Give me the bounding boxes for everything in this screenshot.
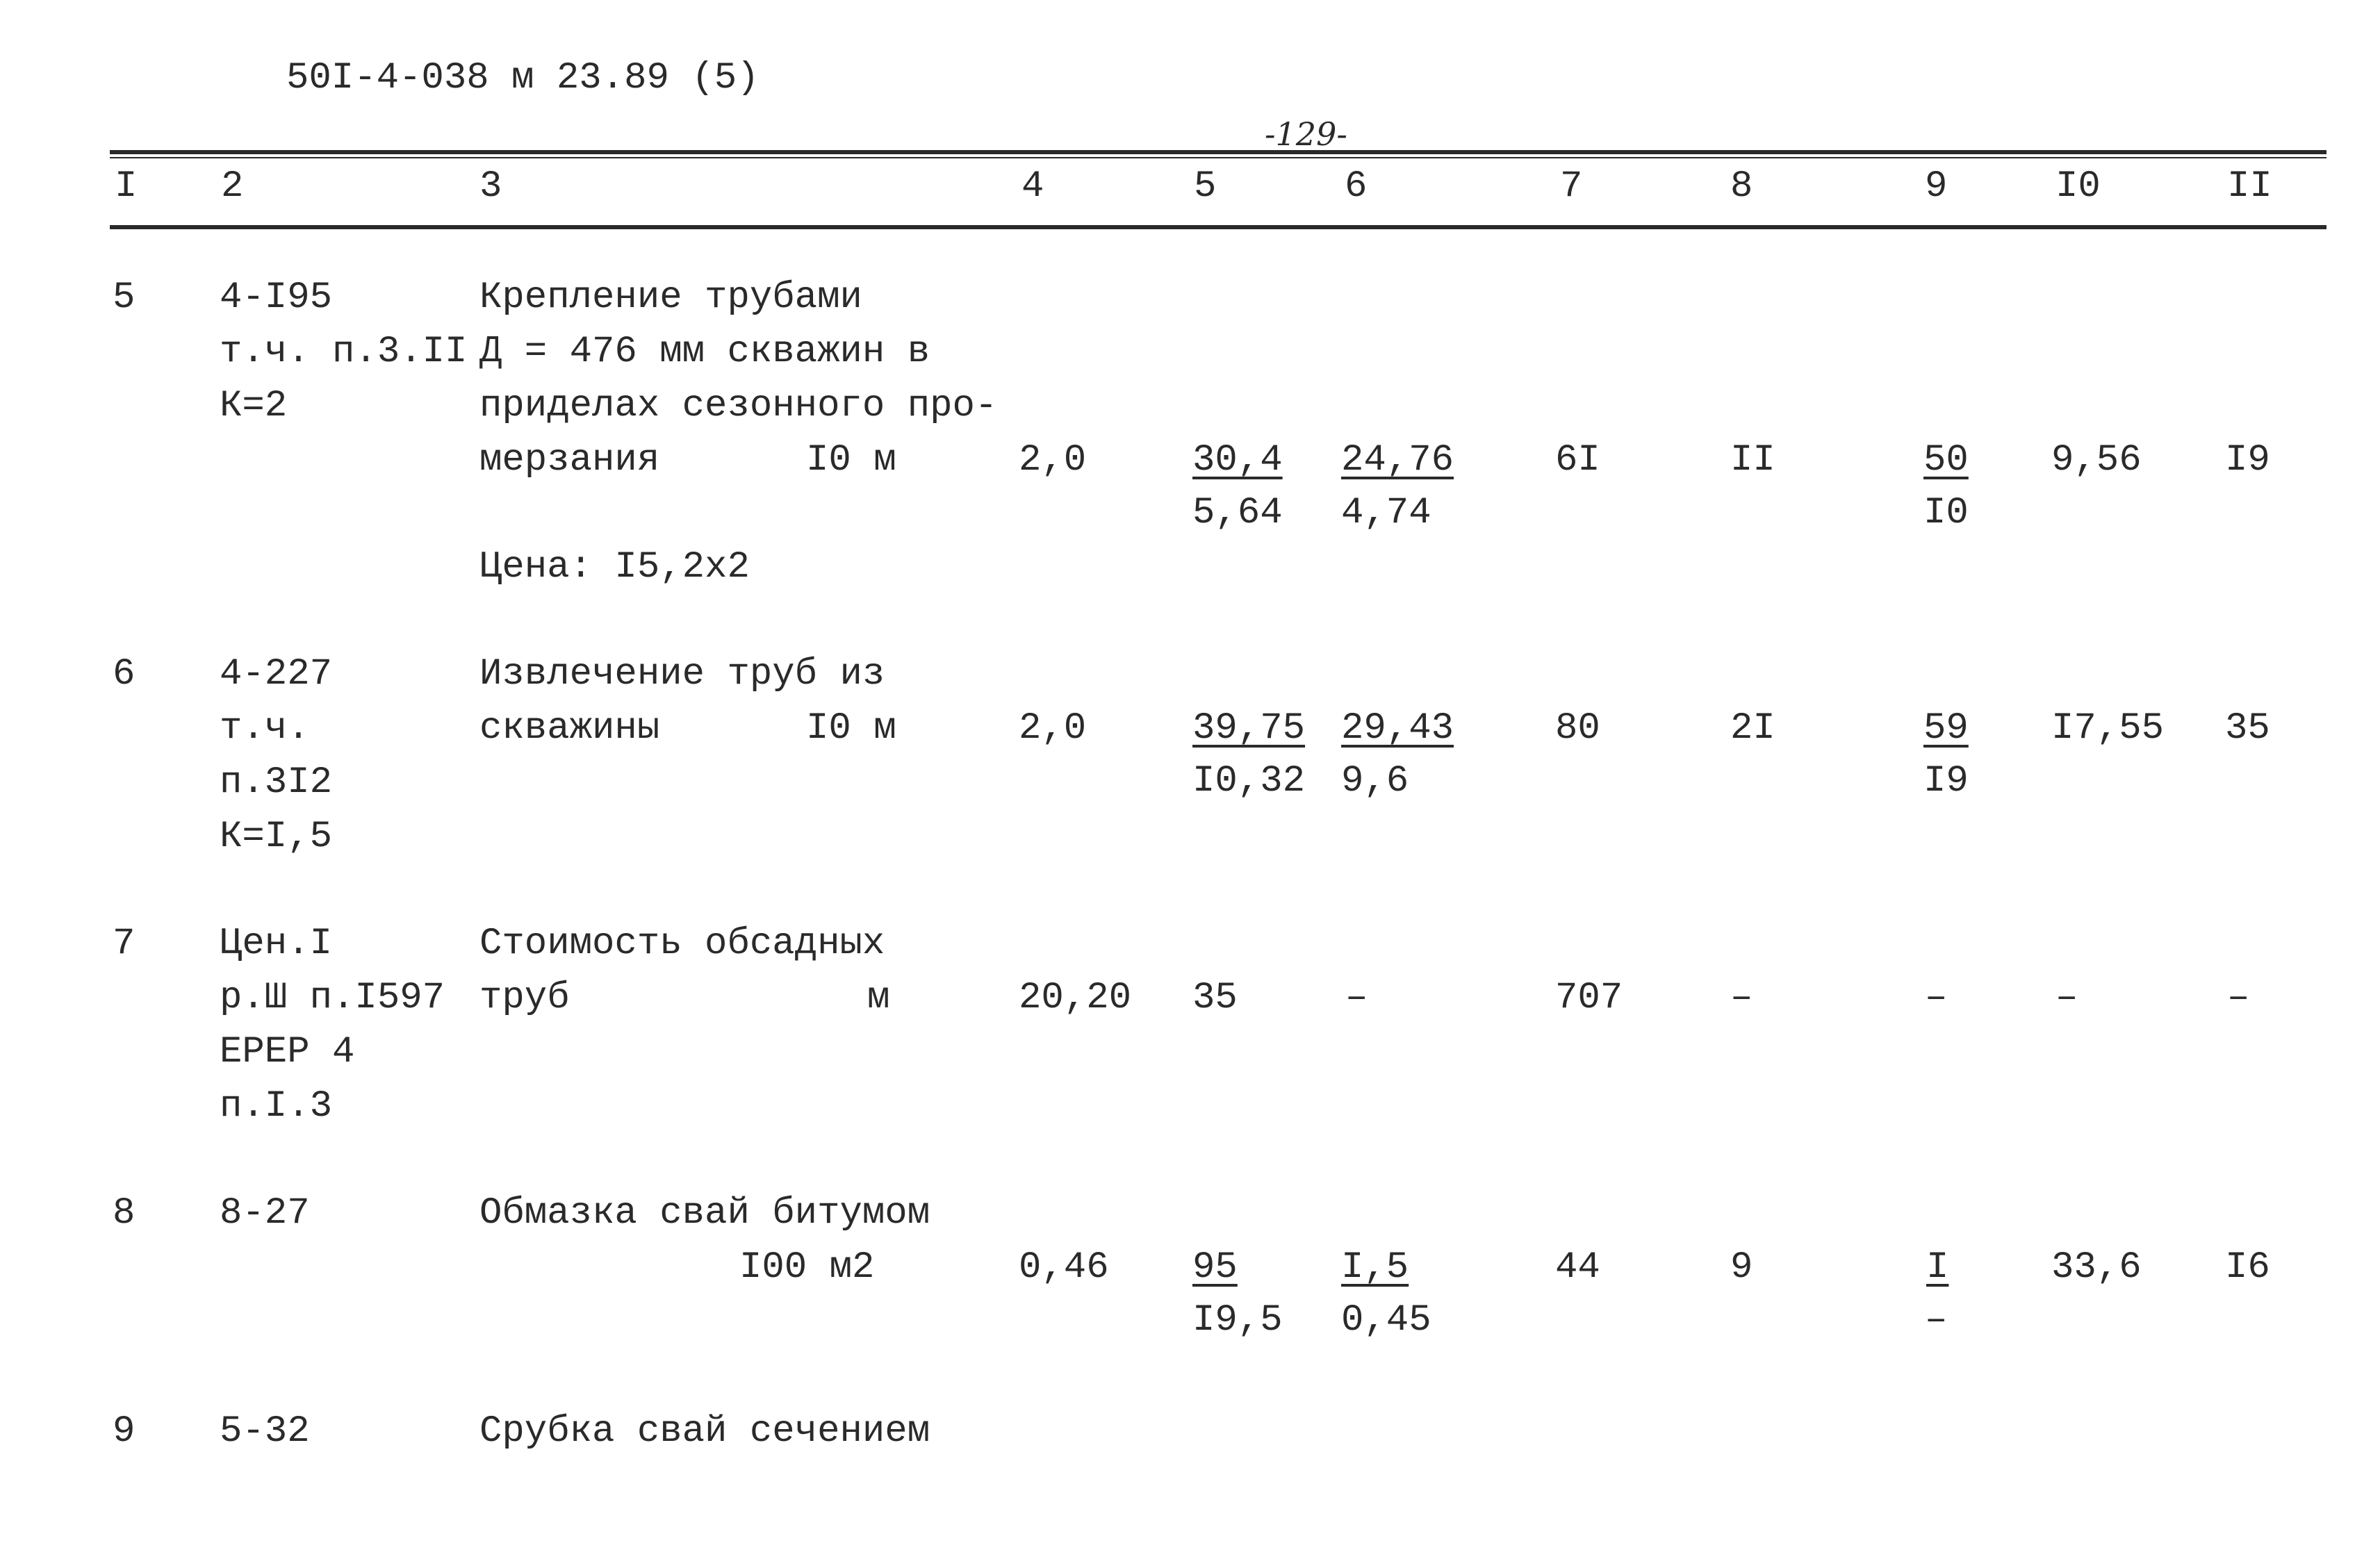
col8-value: II [1730,439,1775,481]
col8-value: 9 [1730,1246,1753,1289]
col9-numerator: 50 [1923,439,1969,481]
col6-denominator: 4,74 [1341,492,1431,534]
unit: I00 м2 [739,1246,875,1289]
page-number: -129- [1265,115,1347,153]
unit: I0 м [806,707,896,750]
description-line: Обмазка свай битумом [479,1192,930,1235]
norm-code-line: Цен.I [220,923,333,965]
col10-value: 33,6 [2051,1246,2142,1289]
col7-value: 44 [1555,1246,1600,1289]
col-header-7: 7 [1560,165,1583,208]
norm-code-line: п.I.3 [220,1085,333,1128]
norm-code-line: 4-I95 [220,277,333,319]
col10-value: I7,55 [2051,707,2165,750]
col-header-2: 2 [221,165,244,208]
row-number: 7 [113,923,136,965]
norm-code-line: т.ч. п.3.II [220,331,468,373]
norm-code-line: К=I,5 [220,816,333,858]
col-header-10: I0 [2055,165,2101,208]
col5-numerator: 39,75 [1192,707,1306,750]
norm-code-line: р.Ш п.I597 [220,977,445,1019]
col9-denominator: I9 [1923,760,1969,802]
quantity: 0,46 [1019,1246,1109,1289]
unit: м [867,977,890,1019]
col11-value: I9 [2225,439,2270,481]
col9-numerator: I [1926,1246,1949,1289]
col9-value: – [1925,977,1948,1019]
quantity: 2,0 [1019,707,1087,750]
quantity: 20,20 [1019,977,1132,1019]
description-line: Д = 476 мм скважин в [479,331,930,373]
row-number: 9 [113,1410,136,1453]
row-number: 8 [113,1192,136,1235]
col8-value: – [1730,977,1753,1019]
col6-numerator: 29,43 [1341,707,1454,750]
col11-value: – [2227,977,2250,1019]
col7-value: 707 [1555,977,1623,1019]
col7-value: 6I [1555,439,1600,481]
description-line: труб [479,977,570,1019]
norm-code-line: 4-227 [220,653,333,695]
description-line: приделах сезонного про- [479,385,998,427]
description-line: Стоимость обсадных [479,923,885,965]
col-header-5: 5 [1194,165,1217,208]
col9-denominator: I0 [1923,492,1969,534]
col6-numerator: 24,76 [1341,439,1454,481]
norm-code-line: ЕРЕР 4 [220,1031,355,1073]
col10-value: – [2055,977,2078,1019]
norm-code-line: т.ч. [220,707,310,750]
row-number: 5 [113,277,136,319]
col5-value: 35 [1192,977,1238,1019]
col5-numerator: 95 [1192,1246,1238,1289]
unit: I0 м [806,439,896,481]
col5-denominator: 5,64 [1192,492,1283,534]
col6-numerator: I,5 [1341,1246,1409,1289]
description-line: мерзания [479,439,660,481]
col-header-4: 4 [1021,165,1044,208]
norm-code-line: 8-27 [220,1192,310,1235]
price-note: Цена: I5,2x2 [479,546,750,588]
col11-value: I6 [2225,1246,2270,1289]
col6-value: – [1345,977,1368,1019]
col7-value: 80 [1555,707,1600,750]
description-line: скважины [479,707,660,750]
norm-code-line: п.3I2 [220,761,333,804]
col5-numerator: 30,4 [1192,439,1283,481]
col6-denominator: 0,45 [1341,1299,1431,1342]
header-top-rule [110,150,2326,154]
col9-denominator: – [1925,1299,1948,1342]
col10-value: 9,56 [2051,439,2142,481]
col-header-6: 6 [1345,165,1368,208]
col-header-9: 9 [1925,165,1948,208]
quantity: 2,0 [1019,439,1087,481]
col5-denominator: I0,32 [1192,760,1306,802]
description-line: Срубка свай сечением [479,1410,930,1453]
document-code: 50I-4-038 м 23.89 (5) [286,57,760,99]
header-bottom-rule [110,225,2326,229]
col-header-3: 3 [479,165,502,208]
norm-code-line: К=2 [220,385,288,427]
description-line: Извлечение труб из [479,653,885,695]
col8-value: 2I [1730,707,1775,750]
col-header-8: 8 [1730,165,1753,208]
col5-denominator: I9,5 [1192,1299,1283,1342]
col-header-1: I [115,165,138,208]
row-number: 6 [113,653,136,695]
col-header-11: II [2227,165,2272,208]
description-line: Крепление трубами [479,277,862,319]
col9-numerator: 59 [1923,707,1969,750]
col11-value: 35 [2225,707,2270,750]
header-top-rule-thin [110,157,2326,158]
col6-denominator: 9,6 [1341,760,1409,802]
norm-code-line: 5-32 [220,1410,310,1453]
